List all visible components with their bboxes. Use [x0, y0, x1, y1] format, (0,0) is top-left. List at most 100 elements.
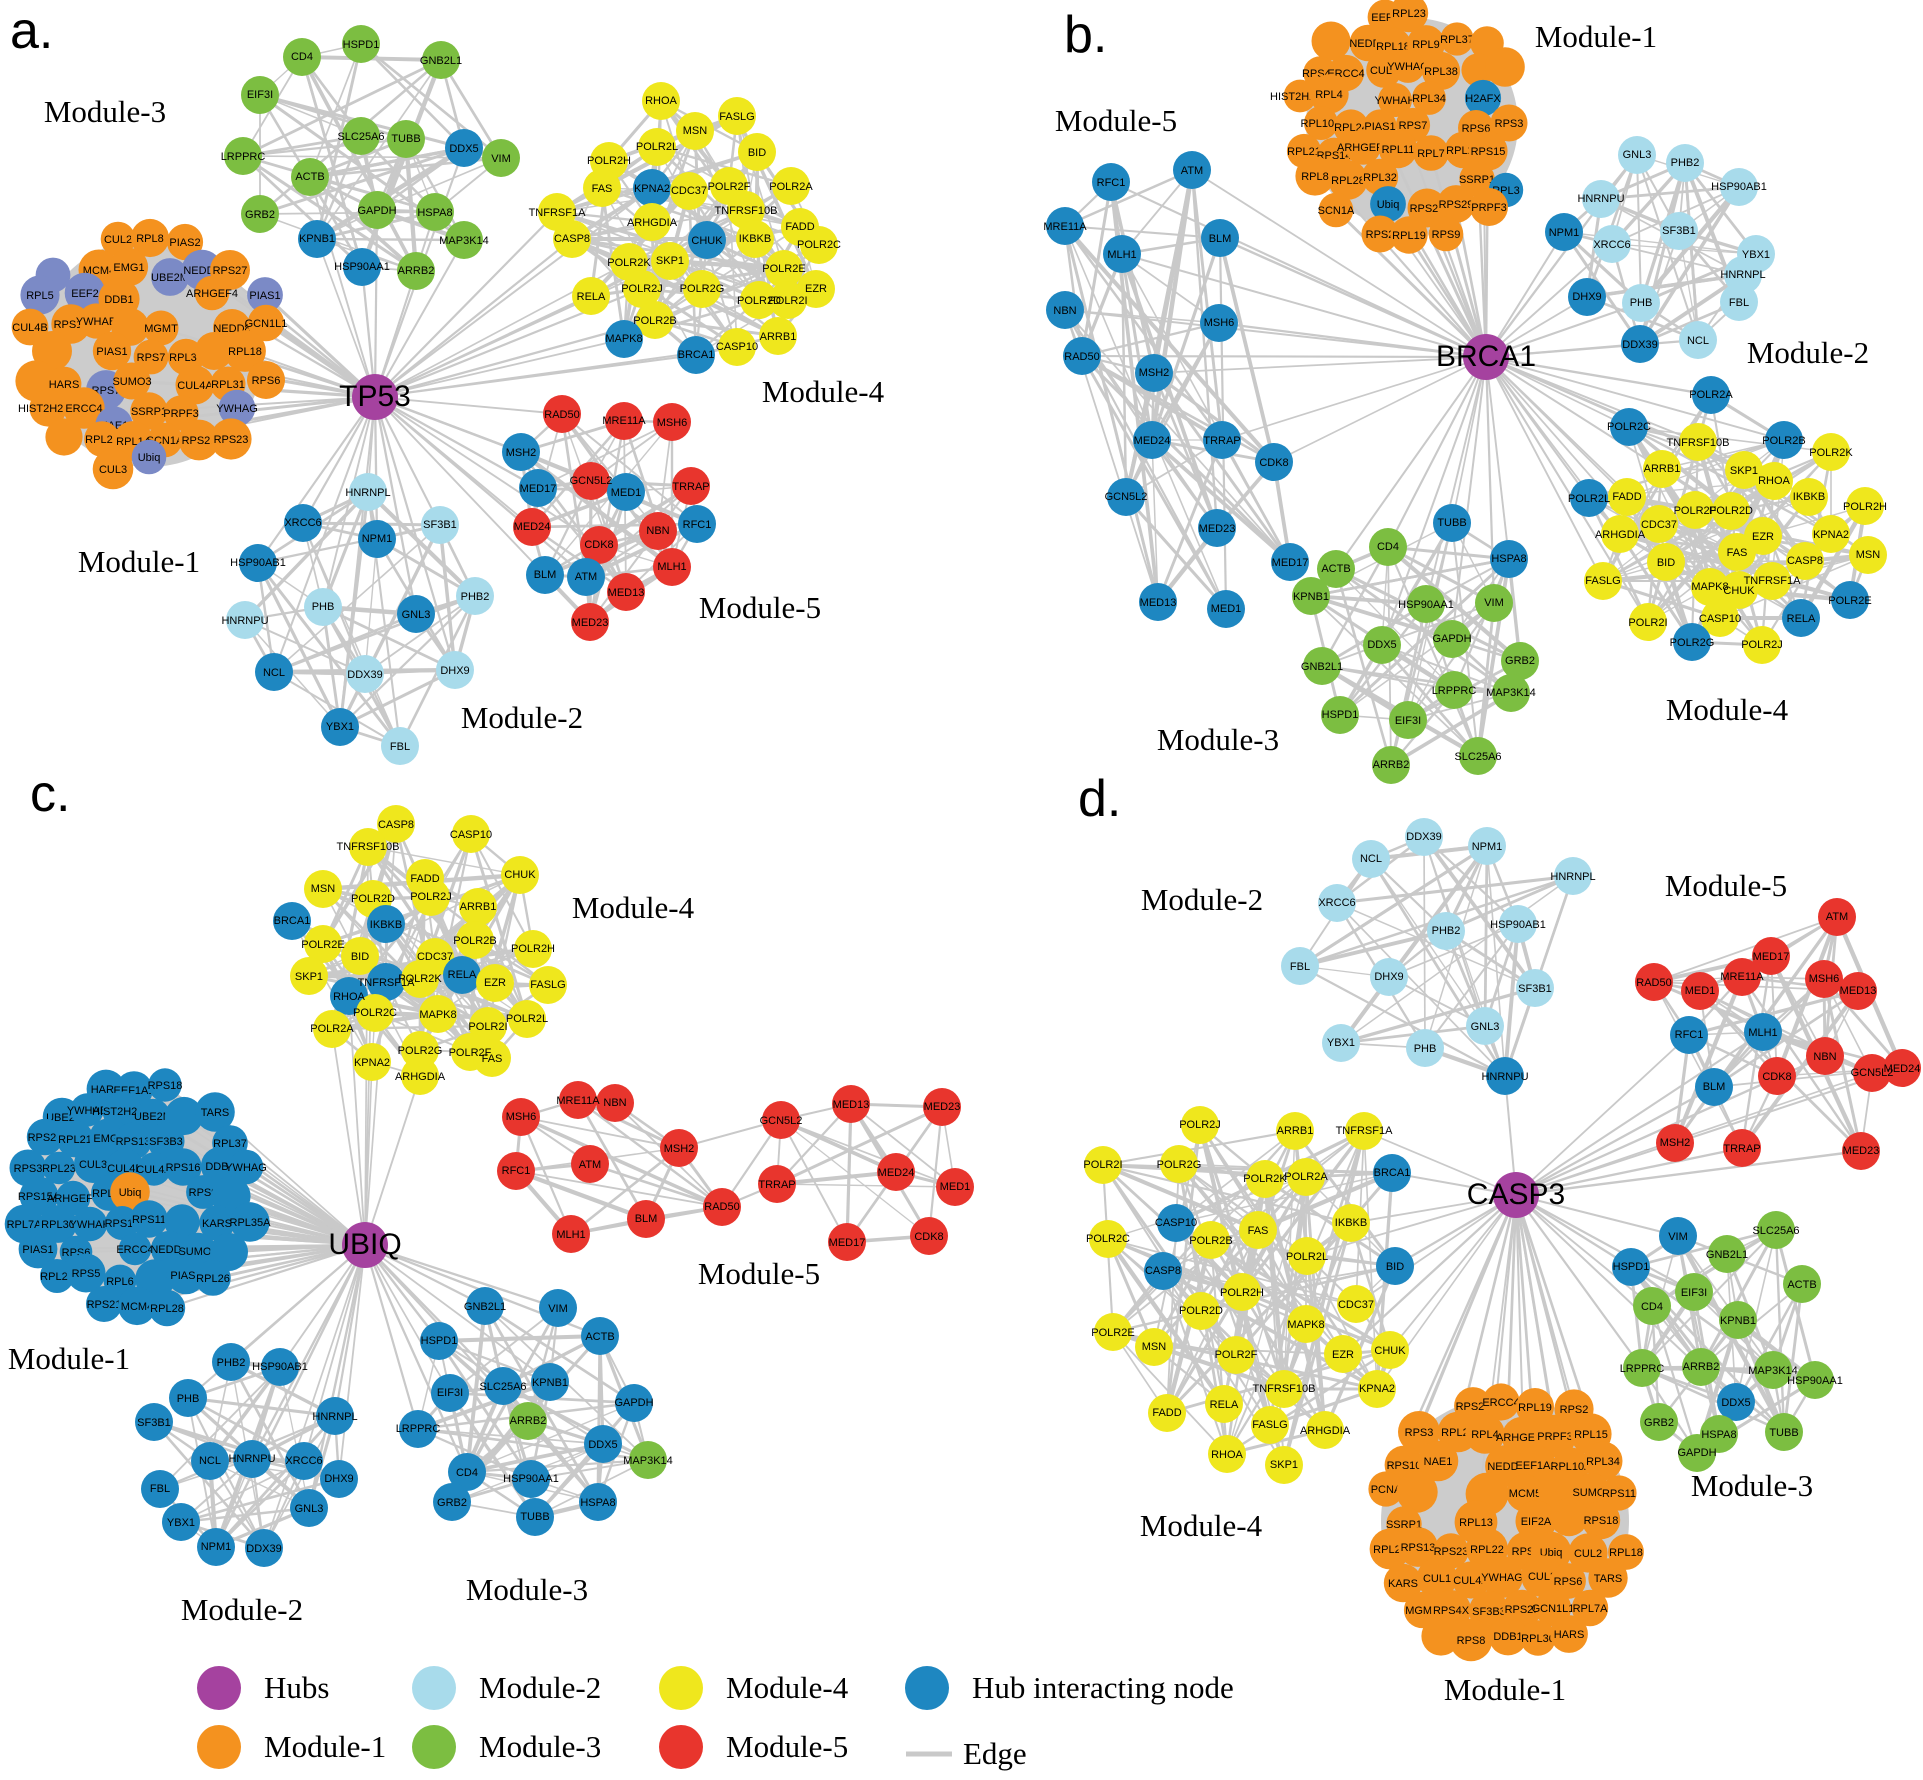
svg-text:MAP3K14: MAP3K14: [439, 235, 489, 247]
svg-text:POLR2K: POLR2K: [398, 973, 442, 985]
svg-text:SKP1: SKP1: [1730, 465, 1758, 477]
svg-text:PIAS2: PIAS2: [170, 1270, 201, 1282]
svg-text:Module-3: Module-3: [44, 94, 166, 129]
svg-text:HSP90AA1: HSP90AA1: [1398, 599, 1454, 611]
svg-text:ARHGEF4: ARHGEF4: [47, 1193, 99, 1205]
svg-text:PIAS1: PIAS1: [96, 346, 127, 358]
svg-text:RPS29: RPS29: [1505, 1604, 1540, 1616]
svg-text:RFC1: RFC1: [1675, 1029, 1704, 1041]
svg-text:RPL28: RPL28: [1331, 175, 1365, 187]
svg-text:UBE2M: UBE2M: [151, 272, 189, 284]
svg-text:SF3B1: SF3B1: [1518, 983, 1552, 995]
svg-text:RPS27: RPS27: [213, 265, 248, 277]
svg-text:POLR2L: POLR2L: [636, 141, 678, 153]
svg-text:RPL31: RPL31: [211, 379, 245, 391]
svg-text:UBIQ: UBIQ: [328, 1228, 401, 1261]
svg-text:RPS3: RPS3: [1405, 1427, 1434, 1439]
svg-text:ARRB2: ARRB2: [1373, 759, 1410, 771]
svg-text:RPS27: RPS27: [1456, 1401, 1491, 1413]
svg-text:TUBB: TUBB: [1437, 517, 1466, 529]
svg-text:VIM: VIM: [1484, 597, 1504, 609]
svg-text:FBL: FBL: [150, 1483, 170, 1495]
svg-text:KPNB1: KPNB1: [532, 1377, 568, 1389]
svg-text:YBX1: YBX1: [326, 721, 354, 733]
svg-text:RPL34: RPL34: [1586, 1456, 1620, 1468]
svg-text:RPL37: RPL37: [1440, 34, 1474, 46]
svg-text:CUL4B: CUL4B: [12, 322, 47, 334]
svg-text:SUMO3: SUMO3: [112, 376, 151, 388]
svg-text:RPS9: RPS9: [189, 1187, 218, 1199]
svg-text:NCL: NCL: [263, 667, 285, 679]
svg-text:YBX1: YBX1: [167, 1517, 195, 1529]
svg-text:HARS: HARS: [49, 379, 80, 391]
svg-text:NBN: NBN: [1053, 305, 1076, 317]
svg-text:POLR2C: POLR2C: [1607, 421, 1651, 433]
svg-text:RPL18: RPL18: [228, 346, 262, 358]
svg-text:ATM: ATM: [1826, 911, 1848, 923]
svg-text:POLR2H: POLR2H: [1220, 1287, 1264, 1299]
svg-text:FAS: FAS: [592, 183, 613, 195]
svg-text:TNFRSF10B: TNFRSF10B: [1253, 1383, 1316, 1395]
svg-text:RAD50: RAD50: [1636, 977, 1671, 989]
svg-text:MED17: MED17: [829, 1237, 866, 1249]
svg-text:RPS21: RPS21: [182, 435, 217, 447]
svg-text:RPL13: RPL13: [1459, 1517, 1493, 1529]
svg-text:Module-5: Module-5: [1055, 103, 1177, 138]
svg-text:TNFRSF1A: TNFRSF1A: [529, 207, 587, 219]
svg-text:RPS21: RPS21: [1410, 203, 1445, 215]
svg-text:CASP10: CASP10: [716, 341, 758, 353]
svg-text:HSPD1: HSPD1: [343, 39, 380, 51]
svg-text:Module-5: Module-5: [1665, 868, 1787, 903]
svg-text:RPS5: RPS5: [72, 1268, 101, 1280]
svg-text:ACTB: ACTB: [295, 171, 324, 183]
svg-text:FAS: FAS: [1248, 1225, 1269, 1237]
svg-text:FASLG: FASLG: [719, 111, 754, 123]
svg-text:KPNB1: KPNB1: [1293, 591, 1329, 603]
svg-text:PHB: PHB: [1630, 297, 1653, 309]
svg-text:GAPDH: GAPDH: [1677, 1447, 1716, 1459]
svg-text:POLR2B: POLR2B: [1189, 1235, 1232, 1247]
svg-text:CDC37: CDC37: [417, 951, 453, 963]
svg-text:HSP90AA1: HSP90AA1: [1787, 1375, 1843, 1387]
svg-text:GRB2: GRB2: [245, 209, 275, 221]
svg-text:Hub interacting node: Hub interacting node: [972, 1670, 1234, 1705]
svg-text:PHB: PHB: [312, 601, 335, 613]
svg-text:POLR2D: POLR2D: [737, 295, 781, 307]
svg-text:RPL34: RPL34: [1412, 93, 1446, 105]
svg-text:PHB2: PHB2: [1432, 925, 1461, 937]
svg-text:POLR2D: POLR2D: [1709, 505, 1753, 517]
svg-text:MSH2: MSH2: [506, 447, 537, 459]
svg-text:SKP1: SKP1: [1270, 1459, 1298, 1471]
svg-text:RPL22: RPL22: [1470, 1544, 1504, 1556]
svg-text:MAPK8: MAPK8: [605, 333, 642, 345]
svg-text:Module-2: Module-2: [479, 1670, 601, 1705]
svg-text:SF3B1: SF3B1: [423, 519, 457, 531]
svg-text:HSPD1: HSPD1: [1322, 709, 1359, 721]
svg-text:KPNA2: KPNA2: [354, 1057, 390, 1069]
svg-text:BLM: BLM: [1209, 233, 1232, 245]
svg-text:FASLG: FASLG: [1585, 575, 1620, 587]
svg-text:POLR2F: POLR2F: [1674, 505, 1717, 517]
svg-text:RHOA: RHOA: [333, 991, 365, 1003]
svg-text:EIF2A: EIF2A: [1521, 1516, 1552, 1528]
svg-text:YWHAG: YWHAG: [225, 1162, 267, 1174]
svg-text:MLH1: MLH1: [1748, 1027, 1777, 1039]
svg-text:RPL10A: RPL10A: [1551, 1461, 1593, 1473]
svg-text:BID: BID: [748, 147, 766, 159]
svg-text:SKP1: SKP1: [656, 255, 684, 267]
svg-text:TRRAP: TRRAP: [672, 481, 709, 493]
svg-text:RPL8: RPL8: [1301, 171, 1329, 183]
svg-text:DDX39: DDX39: [347, 669, 382, 681]
svg-text:DDX5: DDX5: [449, 143, 478, 155]
svg-text:XRCC6: XRCC6: [285, 1455, 322, 1467]
svg-text:POLR2H: POLR2H: [1843, 501, 1887, 513]
svg-text:CUL2: CUL2: [1574, 1548, 1602, 1560]
svg-text:HNRNPL: HNRNPL: [345, 487, 390, 499]
svg-text:TNFRSF1A: TNFRSF1A: [1744, 575, 1802, 587]
svg-text:MAPK8: MAPK8: [1691, 581, 1728, 593]
svg-text:ARRB1: ARRB1: [460, 901, 497, 913]
svg-text:RAD50: RAD50: [704, 1201, 739, 1213]
svg-text:ARHGDIA: ARHGDIA: [1595, 529, 1646, 541]
svg-text:FADD: FADD: [410, 873, 439, 885]
svg-text:POLR2A: POLR2A: [1689, 389, 1733, 401]
